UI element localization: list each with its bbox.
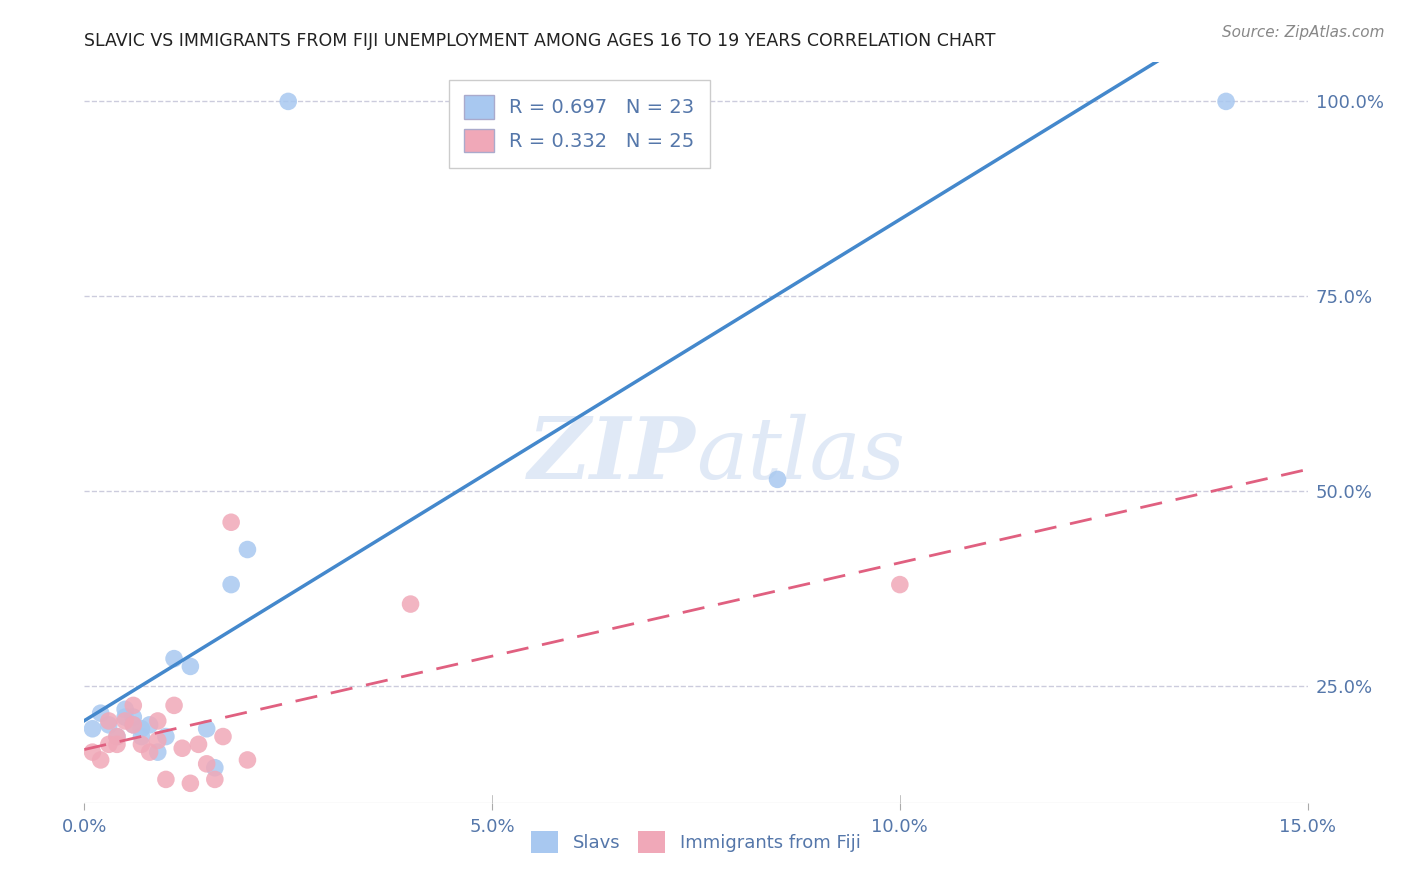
Point	[105, 730, 128, 744]
Point	[204, 772, 226, 787]
Point	[114, 710, 136, 724]
Point	[97, 714, 120, 728]
Point	[105, 737, 128, 751]
Point	[212, 730, 235, 744]
Point	[90, 706, 112, 721]
Point	[163, 651, 186, 665]
Point	[122, 718, 145, 732]
Point	[138, 745, 160, 759]
Point	[277, 95, 299, 109]
Point	[179, 776, 201, 790]
Point	[122, 710, 145, 724]
Point	[195, 722, 218, 736]
Point	[204, 761, 226, 775]
Point	[105, 730, 128, 744]
Point	[562, 95, 585, 109]
Point	[131, 730, 153, 744]
Point	[236, 542, 259, 557]
Point	[219, 515, 242, 529]
Point	[138, 718, 160, 732]
Point	[131, 737, 153, 751]
Point	[146, 745, 169, 759]
Point	[131, 722, 153, 736]
Text: SLAVIC VS IMMIGRANTS FROM FIJI UNEMPLOYMENT AMONG AGES 16 TO 19 YEARS CORRELATIO: SLAVIC VS IMMIGRANTS FROM FIJI UNEMPLOYM…	[84, 32, 995, 50]
Point	[163, 698, 186, 713]
Point	[114, 714, 136, 728]
Legend: Slavs, Immigrants from Fiji: Slavs, Immigrants from Fiji	[524, 824, 868, 861]
Point	[236, 753, 259, 767]
Text: ZIP: ZIP	[529, 413, 696, 497]
Point	[90, 753, 112, 767]
Point	[187, 737, 209, 751]
Point	[195, 756, 218, 771]
Point	[146, 733, 169, 747]
Point	[97, 718, 120, 732]
Point	[146, 714, 169, 728]
Point	[889, 577, 911, 591]
Point	[399, 597, 422, 611]
Point	[155, 772, 177, 787]
Point	[122, 698, 145, 713]
Point	[122, 718, 145, 732]
Point	[97, 737, 120, 751]
Text: atlas: atlas	[696, 414, 905, 496]
Point	[179, 659, 201, 673]
Point	[155, 730, 177, 744]
Point	[766, 472, 789, 486]
Text: Source: ZipAtlas.com: Source: ZipAtlas.com	[1222, 25, 1385, 40]
Point	[82, 745, 104, 759]
Point	[1215, 95, 1237, 109]
Point	[82, 722, 104, 736]
Point	[172, 741, 194, 756]
Point	[114, 702, 136, 716]
Point	[219, 577, 242, 591]
